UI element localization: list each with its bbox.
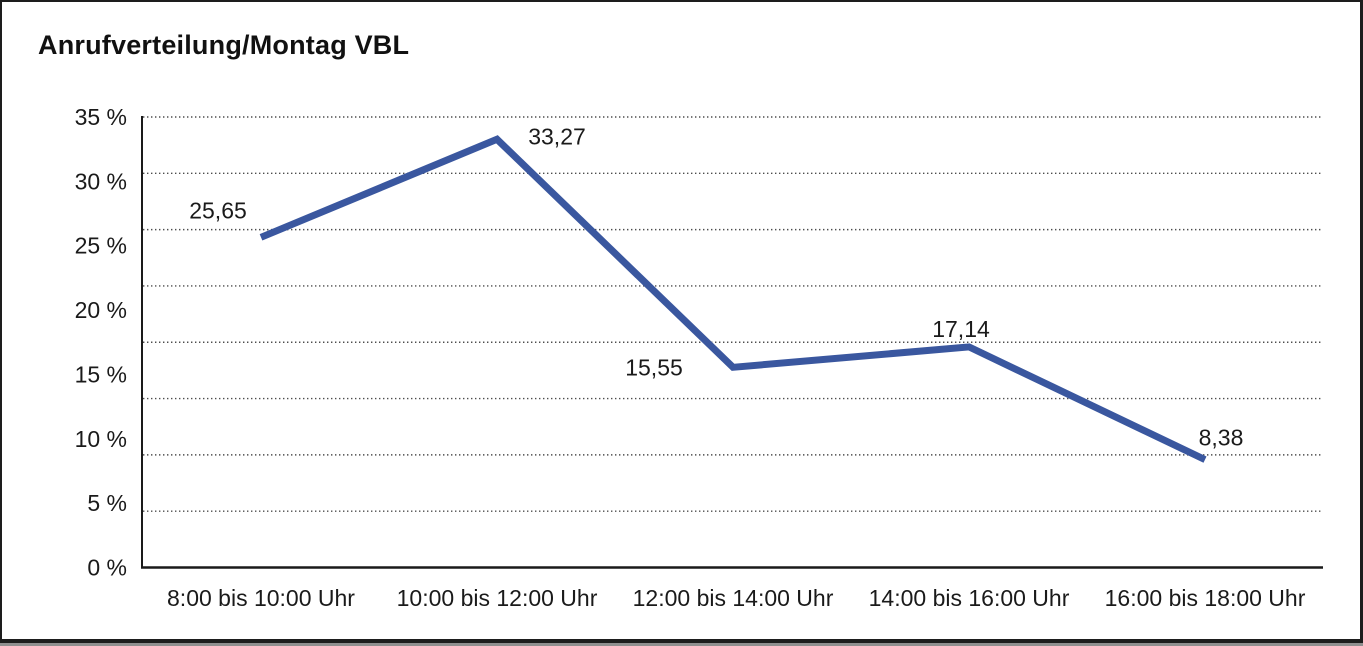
data-point-label: 25,65 — [189, 197, 247, 223]
y-axis-tick-label: 10 % — [75, 426, 127, 452]
data-point-label: 17,14 — [932, 316, 990, 342]
y-axis-tick-label: 15 % — [75, 361, 127, 387]
x-axis-category-label: 16:00 bis 18:00 Uhr — [1105, 585, 1306, 611]
y-axis-tick-label: 30 % — [75, 168, 127, 194]
chart-title: Anrufverteilung/Montag VBL — [38, 30, 410, 60]
x-axis-category-label: 14:00 bis 16:00 Uhr — [869, 585, 1070, 611]
x-axis-category-label: 12:00 bis 14:00 Uhr — [633, 585, 834, 611]
y-axis-tick-label: 20 % — [75, 297, 127, 323]
data-point-label: 33,27 — [528, 123, 586, 149]
window-bottom-shadow — [0, 643, 1363, 646]
window-bottom-edge — [0, 639, 1363, 646]
data-line — [259, 135, 1207, 463]
y-axis-tick-label: 25 % — [75, 233, 127, 259]
y-axis-tick-label: 5 % — [87, 490, 127, 516]
x-axis-category-label: 10:00 bis 12:00 Uhr — [397, 585, 598, 611]
y-axis-tick-label: 0 % — [87, 555, 127, 581]
x-axis-category-label: 8:00 bis 10:00 Uhr — [167, 585, 355, 611]
data-point-label: 8,38 — [1199, 425, 1244, 451]
data-point-label: 15,55 — [625, 354, 683, 380]
y-axis-tick-label: 35 % — [75, 104, 127, 130]
